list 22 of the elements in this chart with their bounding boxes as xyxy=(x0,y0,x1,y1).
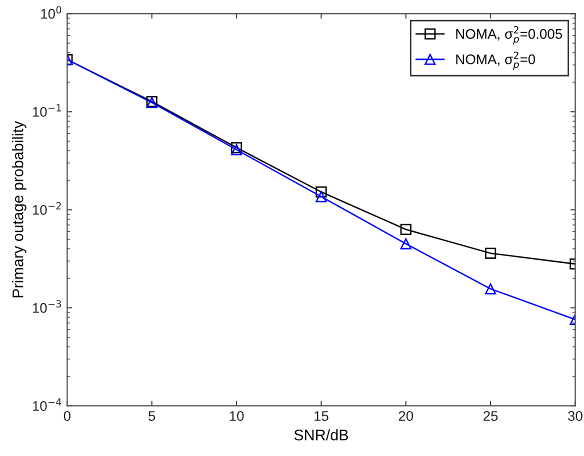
point xyxy=(485,283,496,294)
y-tick-label: 10$^{−2}$ xyxy=(32,202,61,215)
point xyxy=(316,191,327,202)
point xyxy=(400,224,412,235)
y-tick-label: 10$^{0}$ xyxy=(41,6,62,19)
point xyxy=(485,248,496,259)
y-tick-label: 10$^{−1}$ xyxy=(32,104,61,117)
x-axis-title: SNR/dB xyxy=(294,429,348,440)
x-tick-label: 30 xyxy=(568,411,582,421)
legend-label: NOMA, σ$^{2}$$_{p}$=0.005 xyxy=(456,26,562,45)
x-tick-label: 10 xyxy=(230,411,244,421)
y-tick-label: 10$^{−3}$ xyxy=(32,300,62,313)
point xyxy=(400,238,412,250)
y-tick-label: 10$^{−4}$ xyxy=(32,398,62,411)
x-tick-label: 25 xyxy=(484,411,498,421)
y-axis-title: Primary outage probability xyxy=(12,121,26,298)
x-tick-label: 0 xyxy=(64,411,70,421)
point xyxy=(316,186,327,198)
x-tick-label: 20 xyxy=(398,411,414,421)
legend-label: NOMA, σ$^{2}$$_{p}$=0 xyxy=(456,52,536,70)
x-tick-label: 15 xyxy=(314,411,328,421)
x-tick-label: 5 xyxy=(148,411,156,421)
